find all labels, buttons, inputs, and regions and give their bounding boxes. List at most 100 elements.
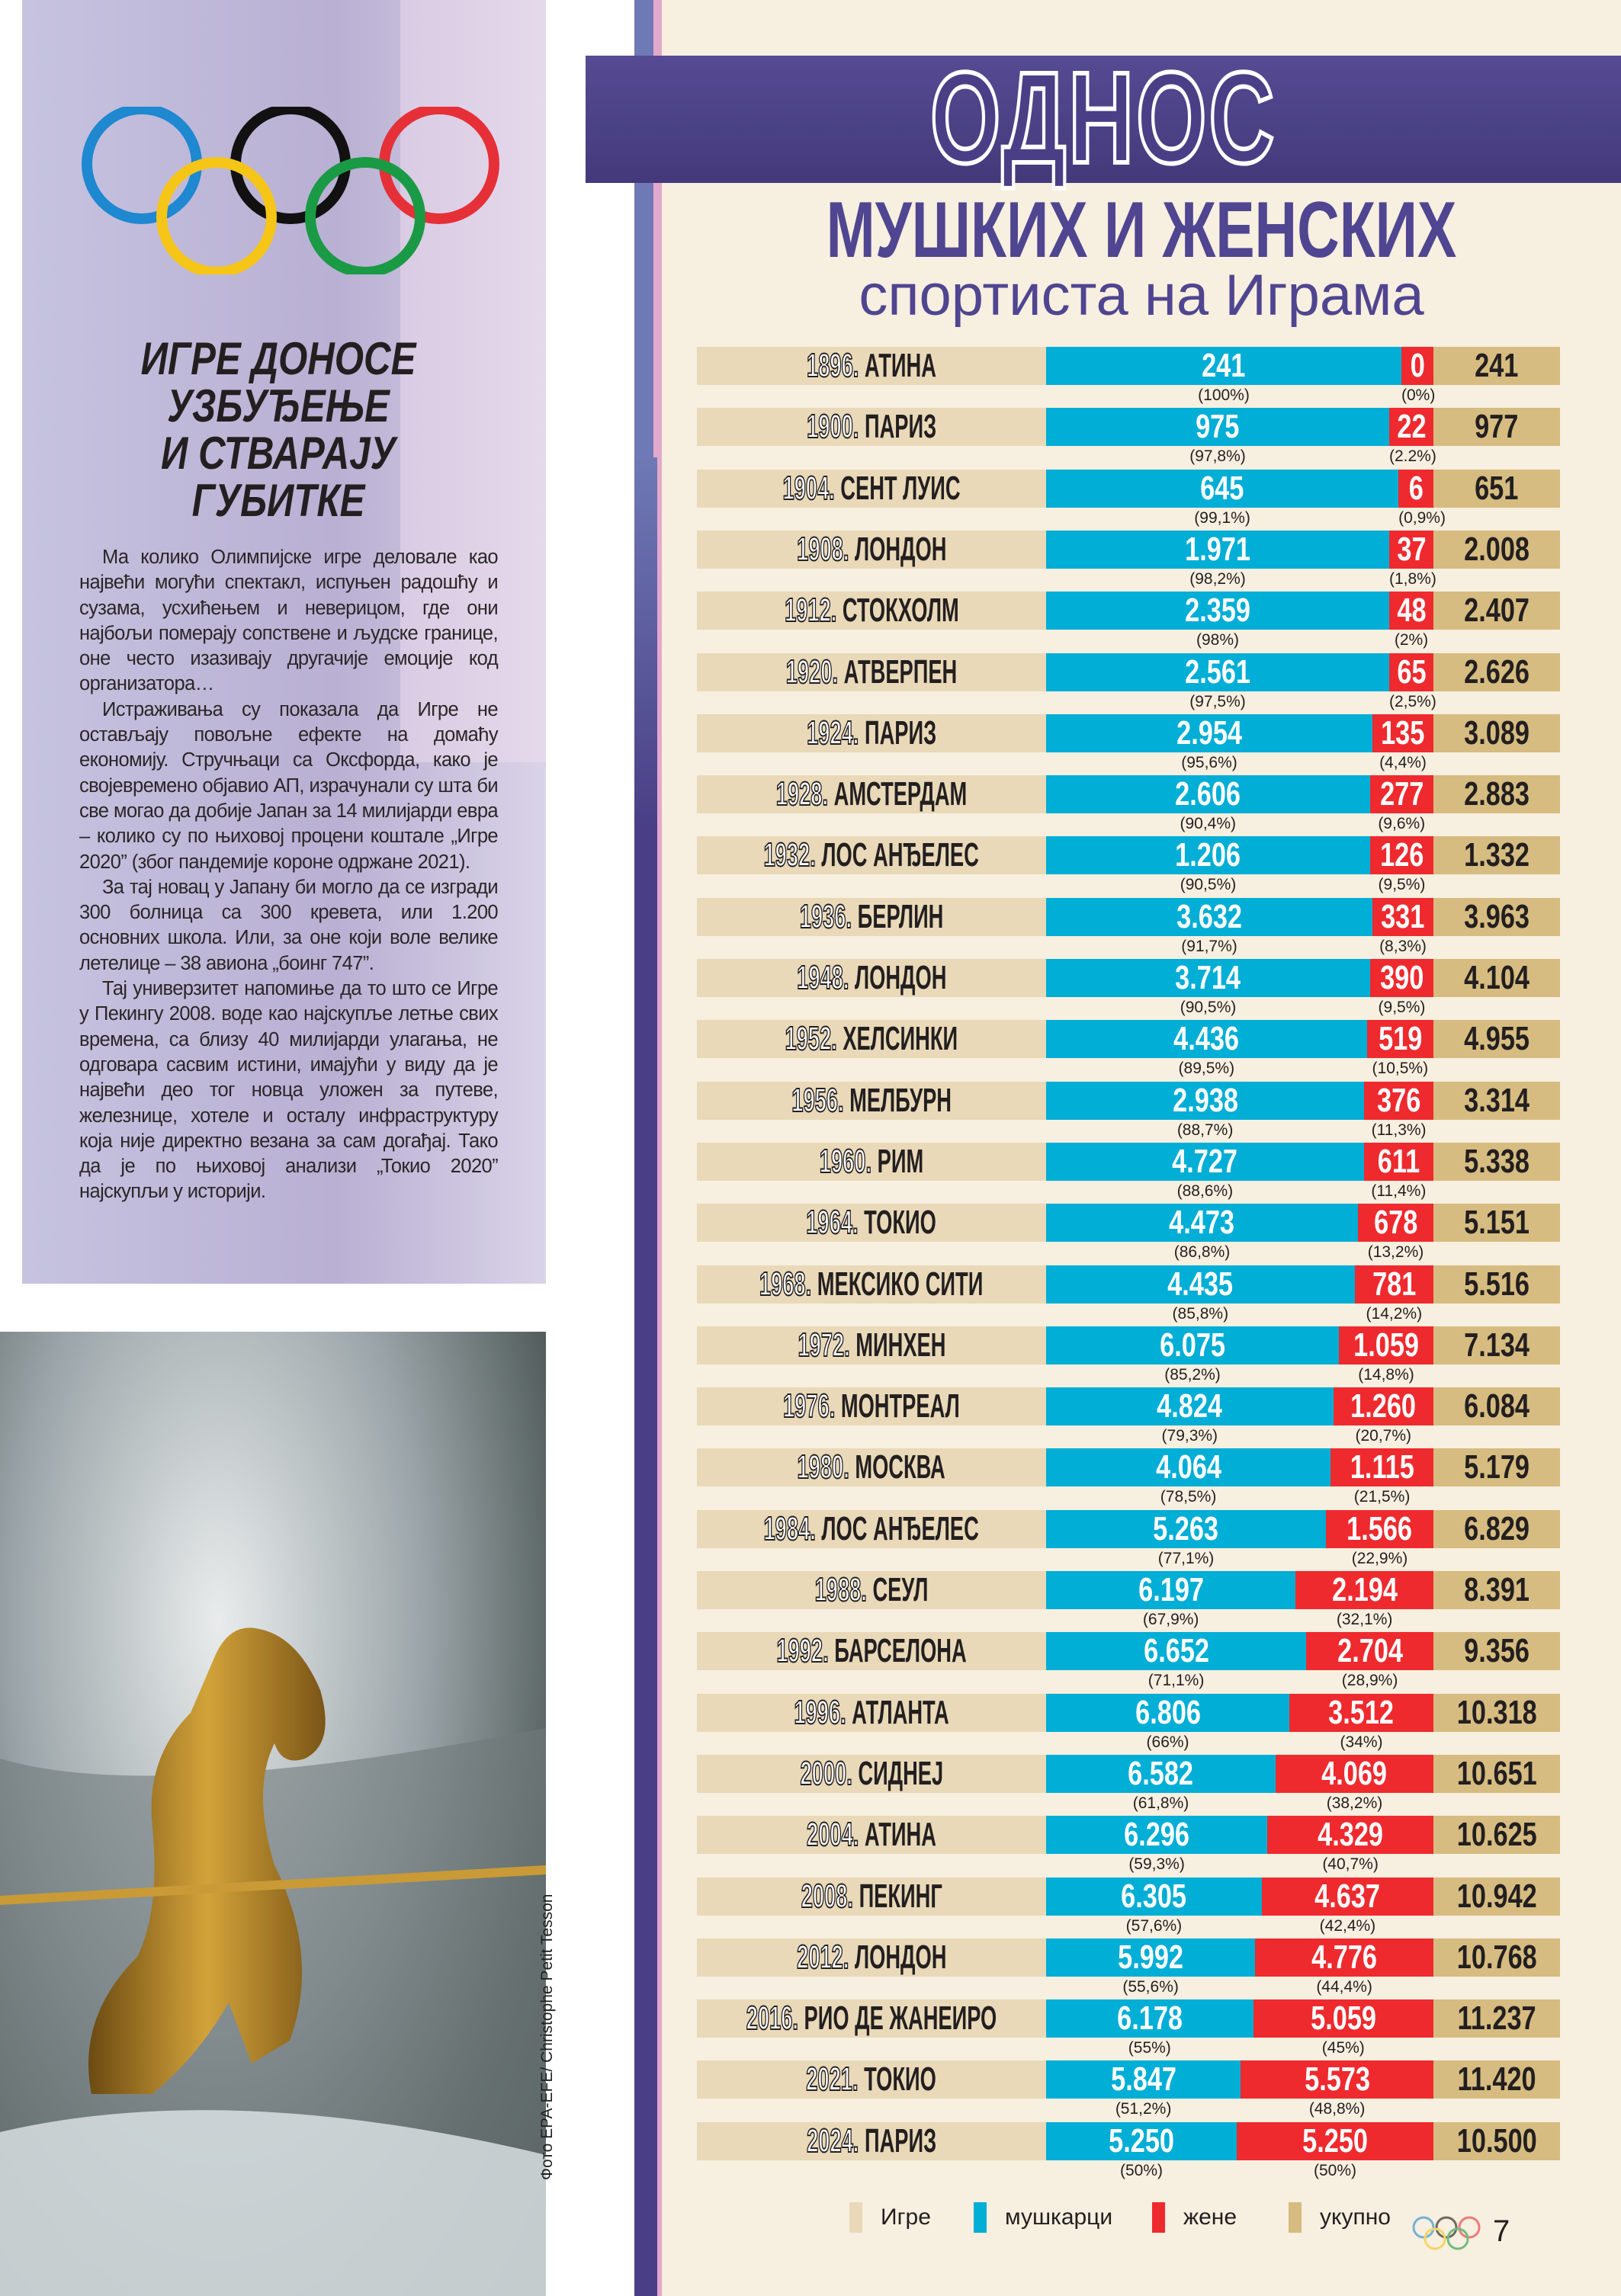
total-cell: 5.179: [1433, 1448, 1560, 1487]
city: БЕРЛИН: [857, 897, 944, 935]
women-bar: 390: [1369, 959, 1433, 997]
heading-line: УЗБУЂЕЊЕ: [167, 380, 390, 431]
total-count: 2.883: [1464, 775, 1530, 813]
table-row: 1912. СТОКХОЛМ 2.359 48 2.407 (98%) (2%): [697, 591, 1560, 649]
men-bar: 6.178: [1046, 1999, 1253, 2038]
men-bar: 3.714: [1046, 959, 1370, 997]
men-count: 6.178: [1116, 1999, 1183, 2038]
men-count: 6.197: [1138, 1571, 1204, 1608]
men-count: 1.206: [1175, 836, 1241, 874]
men-percent: (90,5%): [1180, 876, 1237, 894]
men-bar: 5.250: [1046, 2121, 1237, 2160]
year: 1948.: [796, 958, 849, 997]
women-bar: 4.069: [1275, 1754, 1433, 1793]
total-count: 9.356: [1464, 1632, 1530, 1670]
women-bar: 4.776: [1255, 1938, 1433, 1977]
men-percent: (57,6%): [1125, 1916, 1183, 1935]
total-cell: 11.237: [1433, 1999, 1560, 2038]
table-row: 1996. АТЛАНТА 6.806 3.512 10.318 (66%) (34%): [697, 1693, 1560, 1751]
men-count: 3.714: [1175, 959, 1241, 996]
total-cell: 11.420: [1433, 2060, 1560, 2099]
total-count: 6.829: [1464, 1509, 1530, 1547]
games-cell: 2000. СИДНЕЈ: [697, 1754, 1046, 1793]
total-count: 2.626: [1464, 653, 1530, 691]
women-bar: 4.329: [1267, 1816, 1433, 1855]
women-bar: 5.250: [1237, 2121, 1433, 2160]
men-percent: (100%): [1198, 386, 1250, 404]
women-percent: (11,4%): [1371, 1182, 1427, 1200]
women-count: 1.566: [1347, 1509, 1413, 1547]
olympic-rings-logo: [82, 107, 499, 274]
women-bar: 678: [1357, 1204, 1433, 1243]
total-cell: 4.104: [1433, 959, 1560, 997]
women-count: 611: [1377, 1142, 1420, 1180]
men-bar: 4.473: [1046, 1204, 1358, 1243]
men-count: 1.971: [1185, 530, 1250, 568]
men-count: 5.250: [1109, 2121, 1174, 2160]
legend-label: Игре: [881, 2205, 931, 2230]
city: АТВЕРПЕН: [843, 653, 958, 691]
men-percent: (79,3%): [1161, 1427, 1218, 1445]
games-cell: 1932. ЛОС АНЂЕЛЕС: [697, 835, 1046, 875]
year: 1984.: [763, 1509, 817, 1548]
women-bar: 5.573: [1241, 2060, 1433, 2099]
men-bar: 5.263: [1046, 1509, 1327, 1548]
women-count: 65: [1396, 653, 1427, 691]
men-percent: (51,2%): [1115, 2100, 1172, 2118]
men-count: 2.561: [1185, 653, 1250, 691]
men-bar: 6.652: [1046, 1632, 1307, 1671]
total-count: 977: [1475, 408, 1519, 446]
total-cell: 3.314: [1433, 1081, 1560, 1120]
women-count: 4.776: [1311, 1938, 1378, 1976]
men-percent: (66%): [1146, 1733, 1189, 1751]
men-bar: 6.296: [1046, 1816, 1268, 1855]
women-bar: 376: [1364, 1081, 1433, 1120]
men-bar: 1.971: [1046, 530, 1389, 569]
men-bar: 975: [1046, 408, 1389, 447]
year: 1936.: [799, 897, 852, 936]
games-cell: 1988. СЕУЛ: [697, 1570, 1046, 1609]
total-cell: 5.151: [1433, 1204, 1560, 1243]
men-percent: (88,7%): [1176, 1121, 1234, 1139]
year: 1996.: [794, 1693, 847, 1732]
total-cell: 5.516: [1433, 1265, 1560, 1304]
games-cell: 1912. СТОКХОЛМ: [697, 591, 1046, 630]
games-cell: 1956. МЕЛБУРН: [697, 1081, 1046, 1120]
men-bar: 5.847: [1046, 2060, 1241, 2099]
total-count: 11.237: [1457, 1999, 1536, 2038]
total-count: 5.179: [1464, 1448, 1530, 1486]
paragraph: За тај новац у Јапану би могло да се изг…: [79, 876, 499, 974]
women-count: 37: [1396, 530, 1427, 568]
year: 1920.: [785, 653, 839, 691]
infographic-subtitle-2: спортиста на Играма: [859, 263, 1424, 328]
table-row: 1908. ЛОНДОН 1.971 37 2.008 (98,2%) (1,8%): [697, 530, 1560, 588]
table-row: 2008. ПЕКИНГ 6.305 4.637 10.942 (57,6%) (42,4…: [697, 1877, 1560, 1935]
men-count: 2.606: [1175, 775, 1241, 813]
women-percent: (48,8%): [1308, 2100, 1366, 2118]
men-count: 3.632: [1176, 897, 1242, 935]
total-cell: 10.768: [1433, 1938, 1560, 1977]
total-count: 241: [1475, 347, 1519, 384]
year: 1924.: [806, 713, 859, 752]
legend-label: мушкарци: [1005, 2205, 1113, 2230]
year: 2016.: [746, 1999, 799, 2038]
table-row: 2012. ЛОНДОН 5.992 4.776 10.768 (55,6%) (44,4…: [697, 1938, 1560, 1996]
total-count: 5.151: [1464, 1204, 1530, 1242]
total-cell: 1.332: [1433, 836, 1560, 875]
city: ЛОНДОН: [854, 530, 947, 568]
city: ЛОНДОН: [854, 959, 947, 996]
men-percent: (85,2%): [1164, 1365, 1221, 1384]
men-count: 6.806: [1135, 1693, 1201, 1731]
table-row: 1896. АТИНА 241 0 241 (100%) (0%): [697, 346, 1560, 404]
women-count: 4.069: [1321, 1754, 1388, 1792]
table-row: 1924. ПАРИЗ 2.954 135 3.089 (95,6%) (4,4%): [697, 713, 1560, 771]
men-bar: 6.582: [1046, 1754, 1276, 1793]
women-count: 5.250: [1302, 2121, 1368, 2160]
men-bar: 3.632: [1046, 897, 1372, 936]
men-count: 5.847: [1110, 2060, 1176, 2099]
men-count: 4.473: [1169, 1204, 1235, 1242]
city: ХЕЛСИНКИ: [843, 1020, 958, 1058]
women-count: 1.115: [1350, 1448, 1414, 1486]
city: АТИНА: [864, 1816, 936, 1854]
legend-swatch: [1152, 2202, 1165, 2233]
